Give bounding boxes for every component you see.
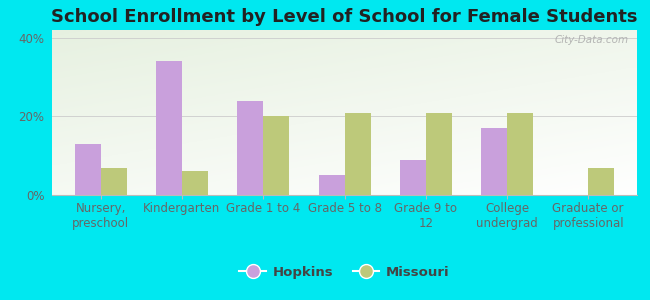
Bar (75, 144, 101, 195)
Bar (426, 112, 452, 195)
Bar (156, 61, 182, 195)
Bar (507, 112, 533, 195)
Bar (318, 176, 344, 195)
Bar (237, 101, 263, 195)
Title: School Enrollment by Level of School for Female Students: School Enrollment by Level of School for… (51, 8, 638, 26)
Legend: Hopkins, Missouri: Hopkins, Missouri (234, 260, 455, 284)
Bar (101, 167, 127, 195)
Bar (588, 167, 614, 195)
Text: City-Data.com: City-Data.com (554, 35, 628, 45)
Bar (400, 160, 426, 195)
Bar (263, 116, 289, 195)
Bar (182, 171, 208, 195)
Bar (344, 112, 370, 195)
Bar (481, 128, 507, 195)
